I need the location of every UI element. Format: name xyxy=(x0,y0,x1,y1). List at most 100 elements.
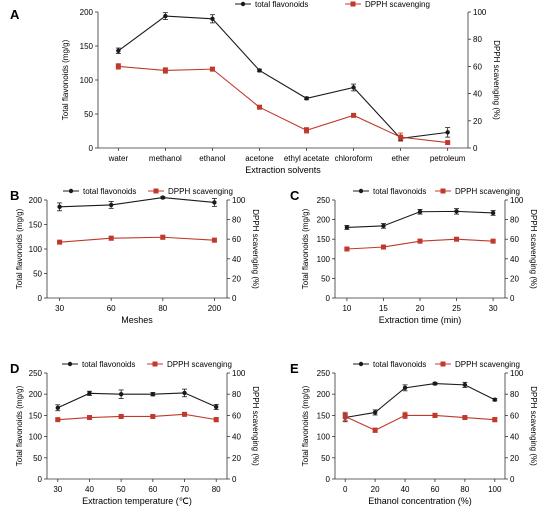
x-tick-label: 40 xyxy=(85,485,94,494)
right-tick-label: 40 xyxy=(473,90,482,99)
x-tick-label: 0 xyxy=(343,485,348,494)
right-tick-label: 60 xyxy=(232,411,241,420)
x-tick-label: 25 xyxy=(452,304,461,313)
left-tick-label: 250 xyxy=(29,369,43,378)
series-line-dpph xyxy=(57,413,217,421)
x-tick-label: 60 xyxy=(107,304,116,313)
left-tick-label: 100 xyxy=(29,433,43,442)
left-tick-label: 200 xyxy=(80,8,94,17)
left-axis-title: Total flavonoids (mg/g) xyxy=(15,208,24,289)
panel-label: A xyxy=(10,7,20,22)
legend-marker-flavonoids xyxy=(358,361,364,367)
data-point-flavonoids xyxy=(214,404,219,410)
x-tick-label: 40 xyxy=(401,485,410,494)
x-tick-label: ether xyxy=(391,154,410,163)
right-axis-title: DPPH scavenging (%) xyxy=(251,386,260,466)
x-tick-label: 100 xyxy=(488,485,502,494)
right-tick-label: 60 xyxy=(510,411,519,420)
left-tick-label: 150 xyxy=(317,411,331,420)
data-point-dpph xyxy=(182,411,188,417)
left-tick-label: 200 xyxy=(29,196,43,205)
legend-label-flavonoids: total flavonoids xyxy=(82,360,135,369)
x-tick-label: chloroform xyxy=(335,154,373,163)
right-tick-label: 0 xyxy=(510,294,515,303)
data-point-flavonoids xyxy=(432,381,438,386)
right-tick-label: 60 xyxy=(510,235,519,244)
data-point-flavonoids xyxy=(304,96,309,101)
x-tick-label: 80 xyxy=(460,485,469,494)
right-tick-label: 60 xyxy=(232,235,241,244)
x-tick-label: 200 xyxy=(208,304,222,313)
data-point-flavonoids xyxy=(462,382,468,388)
data-point-dpph xyxy=(402,412,408,418)
right-tick-label: 80 xyxy=(232,216,241,225)
right-tick-label: 20 xyxy=(473,117,482,126)
chart-panel-e: E 0 50 100 150 200 250 0 20 40 60 80 100 0 20 40 60 80 100… xyxy=(290,360,538,506)
data-point-dpph xyxy=(57,239,63,245)
data-point-dpph xyxy=(118,413,124,419)
data-point-dpph xyxy=(380,244,386,250)
data-point-flavonoids xyxy=(55,405,60,410)
legend-marker-flavonoids xyxy=(68,188,74,194)
series-line-flavonoids xyxy=(118,15,448,140)
x-tick-label: 10 xyxy=(342,304,351,313)
left-tick-label: 50 xyxy=(321,274,330,283)
left-tick-label: 0 xyxy=(38,294,43,303)
right-tick-label: 100 xyxy=(473,8,487,17)
data-point-dpph xyxy=(213,417,219,423)
data-point-flavonoids xyxy=(344,225,350,230)
x-axis-title: Ethanol concentration (%) xyxy=(368,496,472,506)
series-line-dpph xyxy=(118,65,448,144)
left-tick-label: 100 xyxy=(317,255,331,264)
x-tick-label: 60 xyxy=(431,485,440,494)
data-point-dpph xyxy=(417,238,423,244)
x-axis-title: Extraction time (min) xyxy=(379,315,462,325)
legend-label-dpph: DPPH scavenging xyxy=(455,360,520,369)
data-point-flavonoids xyxy=(381,223,386,229)
left-tick-label: 200 xyxy=(29,390,43,399)
right-tick-label: 0 xyxy=(510,475,515,484)
x-tick-label: 30 xyxy=(55,304,64,313)
data-point-flavonoids xyxy=(118,392,124,397)
left-axis-title: Total flavonoids (mg/g) xyxy=(15,385,24,466)
data-point-flavonoids xyxy=(163,13,168,19)
x-tick-label: 20 xyxy=(416,304,425,313)
data-point-dpph xyxy=(462,415,468,421)
data-point-flavonoids xyxy=(351,85,356,90)
x-tick-label: 70 xyxy=(180,485,189,494)
panel-label: C xyxy=(290,188,300,203)
left-tick-label: 50 xyxy=(33,454,42,463)
data-point-flavonoids xyxy=(372,410,378,415)
x-tick-label: water xyxy=(108,154,129,163)
x-tick-label: 20 xyxy=(371,485,380,494)
panel-label: D xyxy=(10,361,19,376)
legend-label-dpph: DPPH scavenging xyxy=(167,360,232,369)
left-tick-label: 200 xyxy=(317,390,331,399)
series-line-flavonoids xyxy=(59,196,215,208)
series-line-flavonoids xyxy=(57,392,217,409)
data-point-dpph xyxy=(256,104,262,110)
right-tick-label: 20 xyxy=(510,274,519,283)
data-point-flavonoids xyxy=(402,385,408,391)
data-point-dpph xyxy=(492,417,498,423)
left-tick-label: 50 xyxy=(33,270,42,279)
data-point-flavonoids xyxy=(210,16,215,21)
data-point-flavonoids xyxy=(87,391,92,396)
data-point-dpph xyxy=(108,235,114,241)
legend-marker-dpph xyxy=(440,188,446,194)
data-point-flavonoids xyxy=(445,130,450,135)
right-tick-label: 0 xyxy=(473,144,478,153)
x-axis-title: Extraction temperature (℃) xyxy=(82,496,192,506)
data-point-flavonoids xyxy=(417,209,423,214)
data-point-dpph xyxy=(150,413,156,419)
left-tick-label: 50 xyxy=(321,454,330,463)
x-tick-label: methanol xyxy=(149,154,182,163)
right-tick-label: 20 xyxy=(232,454,241,463)
right-tick-label: 0 xyxy=(232,475,237,484)
right-tick-label: 0 xyxy=(232,294,237,303)
data-point-dpph xyxy=(344,246,350,252)
left-tick-label: 100 xyxy=(317,433,331,442)
right-tick-label: 80 xyxy=(473,35,482,44)
data-point-dpph xyxy=(86,415,92,421)
left-tick-label: 100 xyxy=(29,245,43,254)
